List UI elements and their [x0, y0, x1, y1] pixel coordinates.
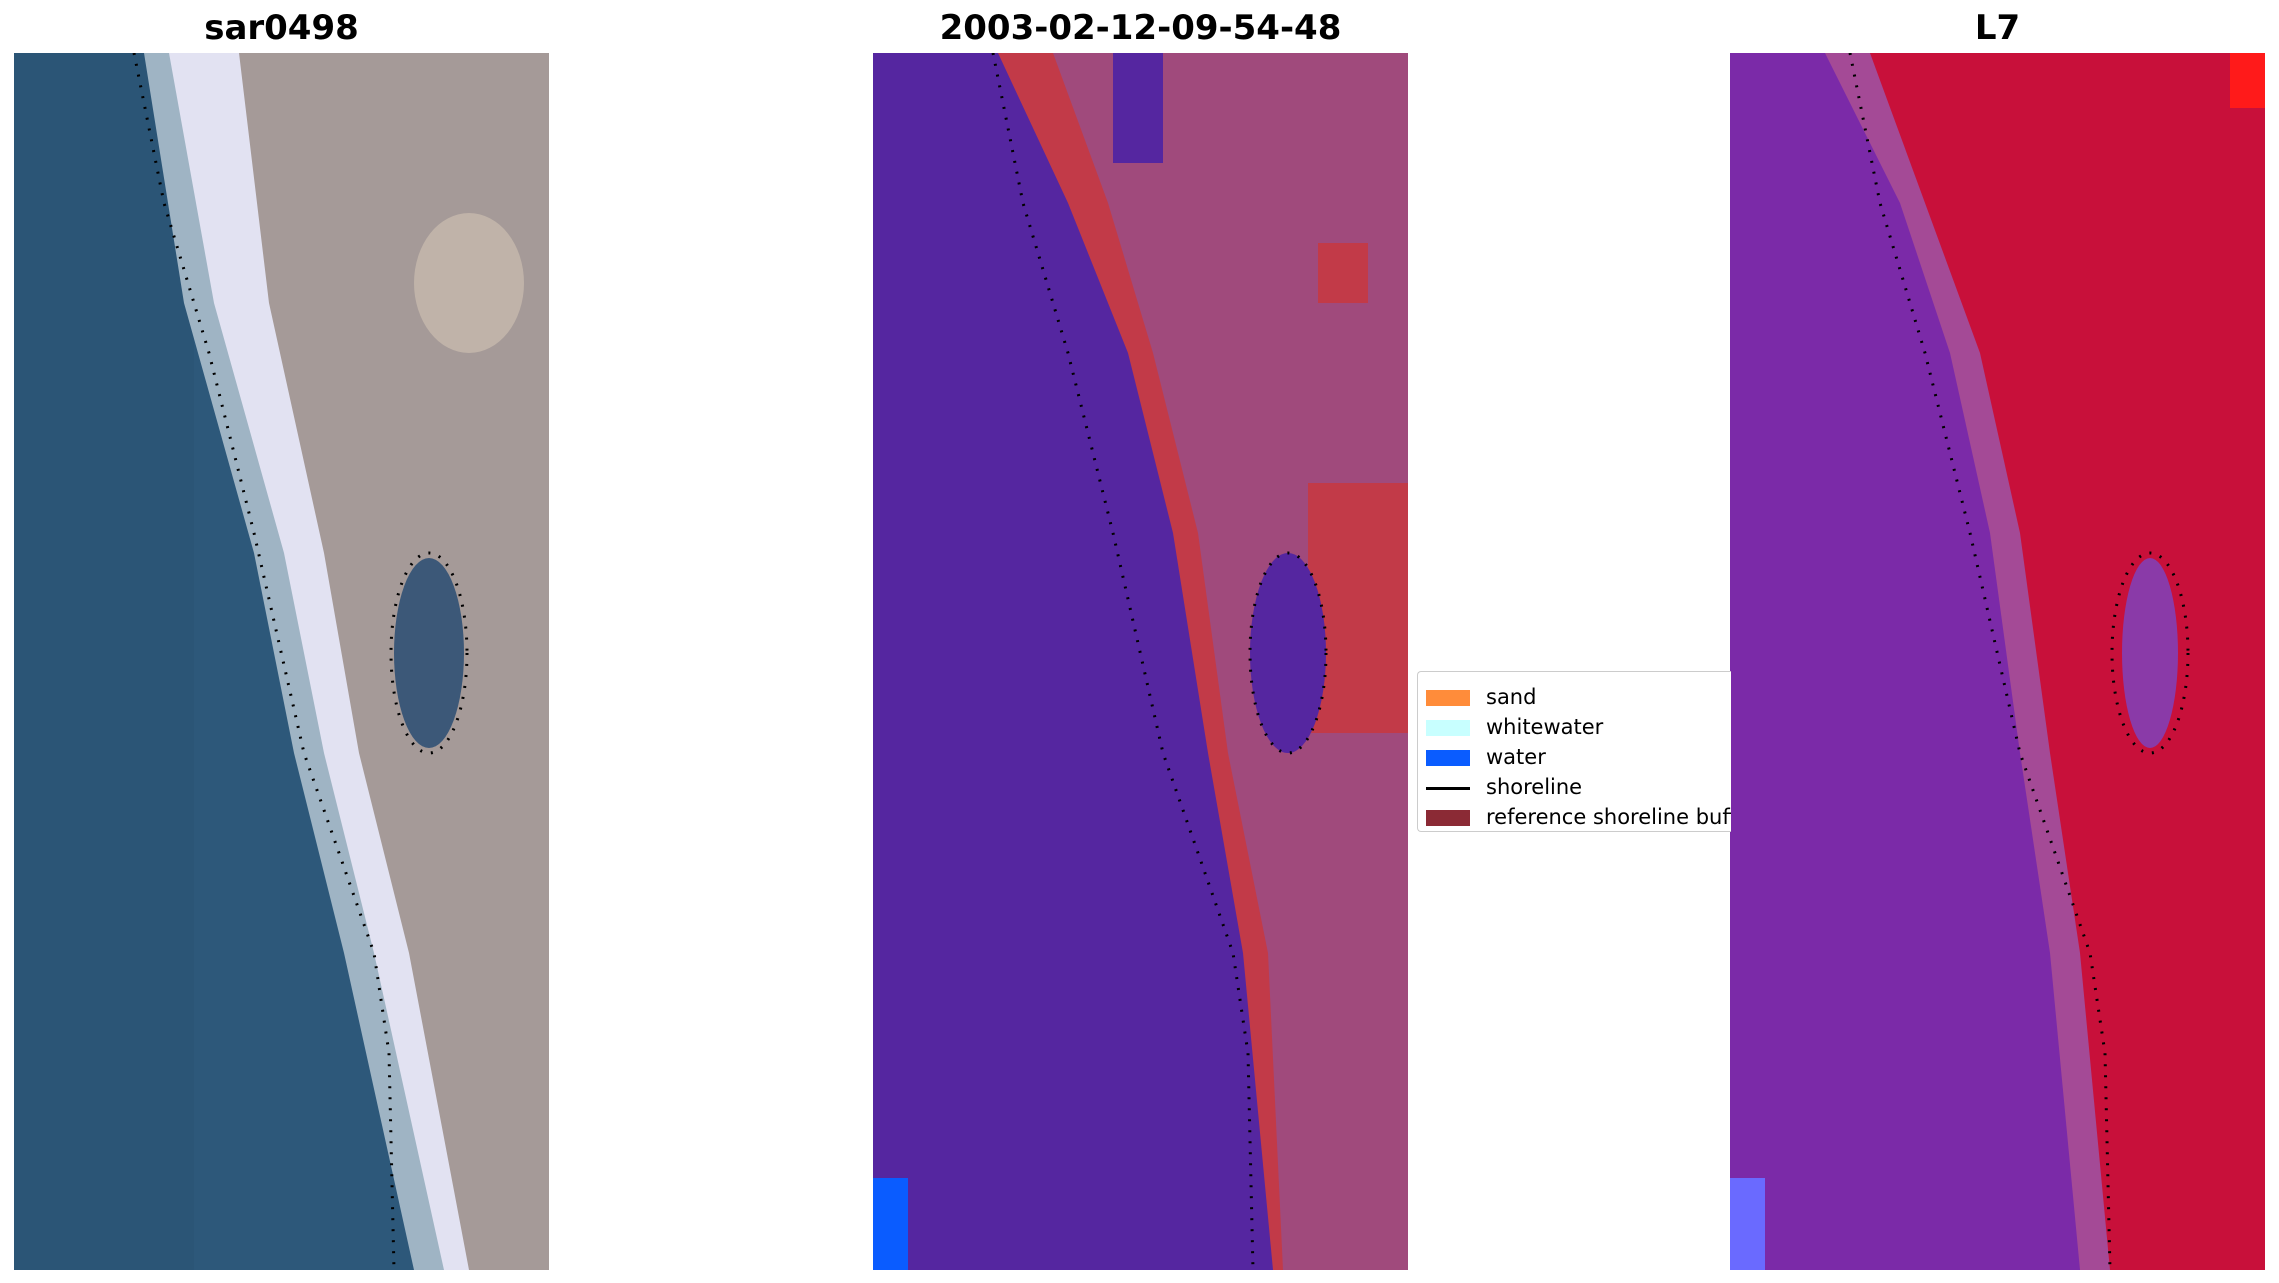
- legend-item-shoreline: shoreline: [1418, 772, 1731, 802]
- index-image: [1730, 53, 2265, 1270]
- legend-item-reference-buffer: reference shoreline buffer: [1418, 802, 1731, 831]
- sand-patch-class: [1318, 243, 1368, 303]
- panel-title-rgb: sar0498: [204, 8, 359, 48]
- legend-label: water: [1486, 745, 1546, 769]
- inland-water-class: [1113, 53, 1163, 163]
- legend-item-whitewater: whitewater: [1418, 712, 1731, 742]
- sand-band-class: [1308, 483, 1408, 733]
- inland-lagoon: [394, 558, 464, 748]
- shoreline-line-swatch: [1426, 787, 1470, 790]
- rgb-image: [14, 53, 549, 1270]
- legend: sand whitewater water shoreline referenc…: [1417, 671, 1731, 832]
- rgb-image-panel: [14, 53, 549, 1270]
- high-index-corner: [2230, 53, 2265, 108]
- low-index-corner: [1730, 1178, 1765, 1270]
- panel-title-classification: 2003-02-12-09-54-48: [939, 8, 1342, 48]
- lagoon-water-class: [1250, 553, 1326, 753]
- legend-item-water: water: [1418, 742, 1731, 772]
- land-index: [1870, 53, 2265, 1270]
- legend-label: sand: [1486, 685, 1537, 709]
- water-corner-class: [873, 1178, 908, 1270]
- classification-panel: [873, 53, 1408, 1270]
- lagoon-shoreline-dots: [2110, 551, 2190, 755]
- index-panel: [1730, 53, 2265, 1270]
- land-class: [1053, 53, 1408, 1270]
- lagoon-shoreline-dots: [1248, 551, 1328, 755]
- legend-label: whitewater: [1486, 715, 1604, 739]
- legend-label: shoreline: [1486, 775, 1583, 799]
- lagoon-shoreline-dots: [389, 551, 469, 755]
- sand-swatch: [1426, 690, 1470, 706]
- land-area: [239, 53, 549, 1270]
- classification-image: [873, 53, 1408, 1270]
- reference-buffer-swatch: [1426, 810, 1470, 826]
- panel-title-index: L7: [1974, 8, 2021, 48]
- legend-label: reference shoreline buffer: [1486, 805, 1731, 829]
- lagoon-index: [2122, 558, 2178, 748]
- whitewater-swatch: [1426, 720, 1470, 736]
- water-swatch: [1426, 750, 1470, 766]
- deep-water-area: [14, 53, 194, 1270]
- bright-land-patch: [414, 213, 524, 353]
- legend-item-sand: sand: [1418, 682, 1731, 712]
